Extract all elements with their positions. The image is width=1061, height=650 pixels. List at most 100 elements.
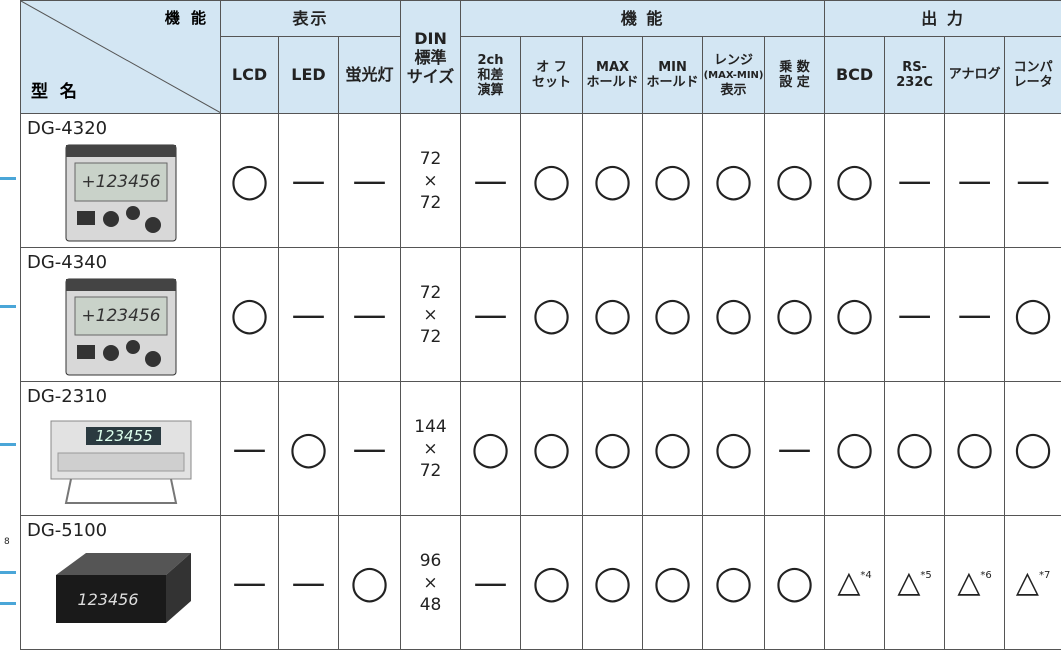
side-tick xyxy=(0,443,16,446)
symbol: — xyxy=(474,563,508,603)
device-image: +123456 xyxy=(61,277,181,377)
value-cell: — xyxy=(1005,114,1061,248)
symbol: ◯ xyxy=(654,429,692,469)
value-cell: — xyxy=(221,382,279,516)
value-cell: — xyxy=(461,516,521,650)
header-line: RS- xyxy=(885,60,944,75)
side-tick xyxy=(0,305,16,308)
device-box: +123456 xyxy=(21,143,220,247)
value-cell: ◯ xyxy=(583,114,643,248)
footnote-ref: *7 xyxy=(1039,570,1050,581)
model-name: DG-4340 xyxy=(21,248,220,273)
corner-cell: 機 能型 名 xyxy=(21,1,221,114)
din-size: × xyxy=(401,572,460,594)
column-header: 乗 数設 定 xyxy=(765,37,825,114)
value-cell: ◯ xyxy=(643,114,703,248)
header-line: レンジ xyxy=(703,53,764,68)
value-cell: ◯ xyxy=(765,114,825,248)
value-cell: △*6 xyxy=(945,516,1005,650)
group-header: 出 力 xyxy=(825,1,1061,37)
symbol: ◯ xyxy=(836,161,874,201)
header-line: MAX xyxy=(583,60,642,75)
header-line: 和差 xyxy=(461,68,520,83)
model-cell: DG-4340 +123456 xyxy=(21,248,221,382)
value-cell: ◯ xyxy=(643,516,703,650)
header-line: 蛍光灯 xyxy=(339,67,400,83)
device-image: +123456 xyxy=(61,143,181,243)
symbol: — xyxy=(958,295,992,335)
model-name: DG-5100 xyxy=(21,516,220,541)
value-cell: ◯ xyxy=(945,382,1005,516)
symbol: ◯ xyxy=(1014,429,1052,469)
symbol: ◯ xyxy=(776,161,814,201)
symbol: ◯ xyxy=(776,563,814,603)
device-knob xyxy=(145,351,161,367)
data-row: DG-4340+123456◯——72×72—◯◯◯◯◯◯——◯ xyxy=(21,248,1061,382)
symbol: ◯ xyxy=(776,295,814,335)
symbol: — xyxy=(1016,161,1050,201)
header-line: コンパ xyxy=(1005,60,1061,75)
symbol: ◯ xyxy=(533,563,571,603)
symbol: — xyxy=(474,295,508,335)
header-line: LED xyxy=(279,67,338,83)
value-cell: — xyxy=(885,114,945,248)
value-cell: — xyxy=(339,382,401,516)
column-header: アナログ xyxy=(945,37,1005,114)
value-cell: ◯ xyxy=(703,114,765,248)
value-cell: — xyxy=(945,114,1005,248)
side-tick xyxy=(0,571,16,574)
header-line: ホールド xyxy=(643,75,702,90)
device-knob xyxy=(145,217,161,233)
value-cell: ◯ xyxy=(703,516,765,650)
symbol: ◯ xyxy=(836,429,874,469)
value-cell: 72×72 xyxy=(401,248,461,382)
din-size: 96 xyxy=(401,550,460,572)
value-cell: — xyxy=(221,516,279,650)
value-cell: ◯ xyxy=(703,382,765,516)
symbol: ◯ xyxy=(654,563,692,603)
symbol: — xyxy=(233,563,267,603)
symbol: △ xyxy=(837,565,860,600)
symbol: △ xyxy=(1016,565,1039,600)
symbol: ◯ xyxy=(715,161,753,201)
header-line: LCD xyxy=(221,67,278,83)
value-cell: ◯ xyxy=(521,382,583,516)
value-cell: — xyxy=(279,114,339,248)
column-header: コンパレータ xyxy=(1005,37,1061,114)
symbol: △ xyxy=(957,565,980,600)
side-tick xyxy=(0,177,16,180)
corner-diagonal: 機 能型 名 xyxy=(21,1,221,113)
symbol: ◯ xyxy=(533,295,571,335)
symbol: ◯ xyxy=(472,429,510,469)
value-cell: ◯ xyxy=(521,114,583,248)
corner-bottom: 型 名 xyxy=(31,81,80,102)
value-cell: ◯ xyxy=(825,382,885,516)
corner-top: 機 能 xyxy=(165,9,209,27)
device-panel xyxy=(58,453,184,471)
display-text: +123456 xyxy=(81,172,160,192)
device-stand xyxy=(66,479,176,503)
symbol: — xyxy=(292,161,326,201)
din-size: 72 xyxy=(401,192,460,214)
value-cell: △*5 xyxy=(885,516,945,650)
symbol: ◯ xyxy=(1014,295,1052,335)
header-line: (MAX-MIN) xyxy=(703,68,764,83)
symbol: ◯ xyxy=(350,563,388,603)
column-header: レンジ(MAX-MIN)表示 xyxy=(703,37,765,114)
device-box: +123456 xyxy=(21,277,220,381)
value-cell: ◯ xyxy=(643,382,703,516)
symbol: △ xyxy=(897,565,920,600)
data-row: DG-4320+123456◯——72×72—◯◯◯◯◯◯——— xyxy=(21,114,1061,248)
symbol: — xyxy=(292,563,326,603)
value-cell: ◯ xyxy=(521,516,583,650)
value-cell: — xyxy=(279,248,339,382)
